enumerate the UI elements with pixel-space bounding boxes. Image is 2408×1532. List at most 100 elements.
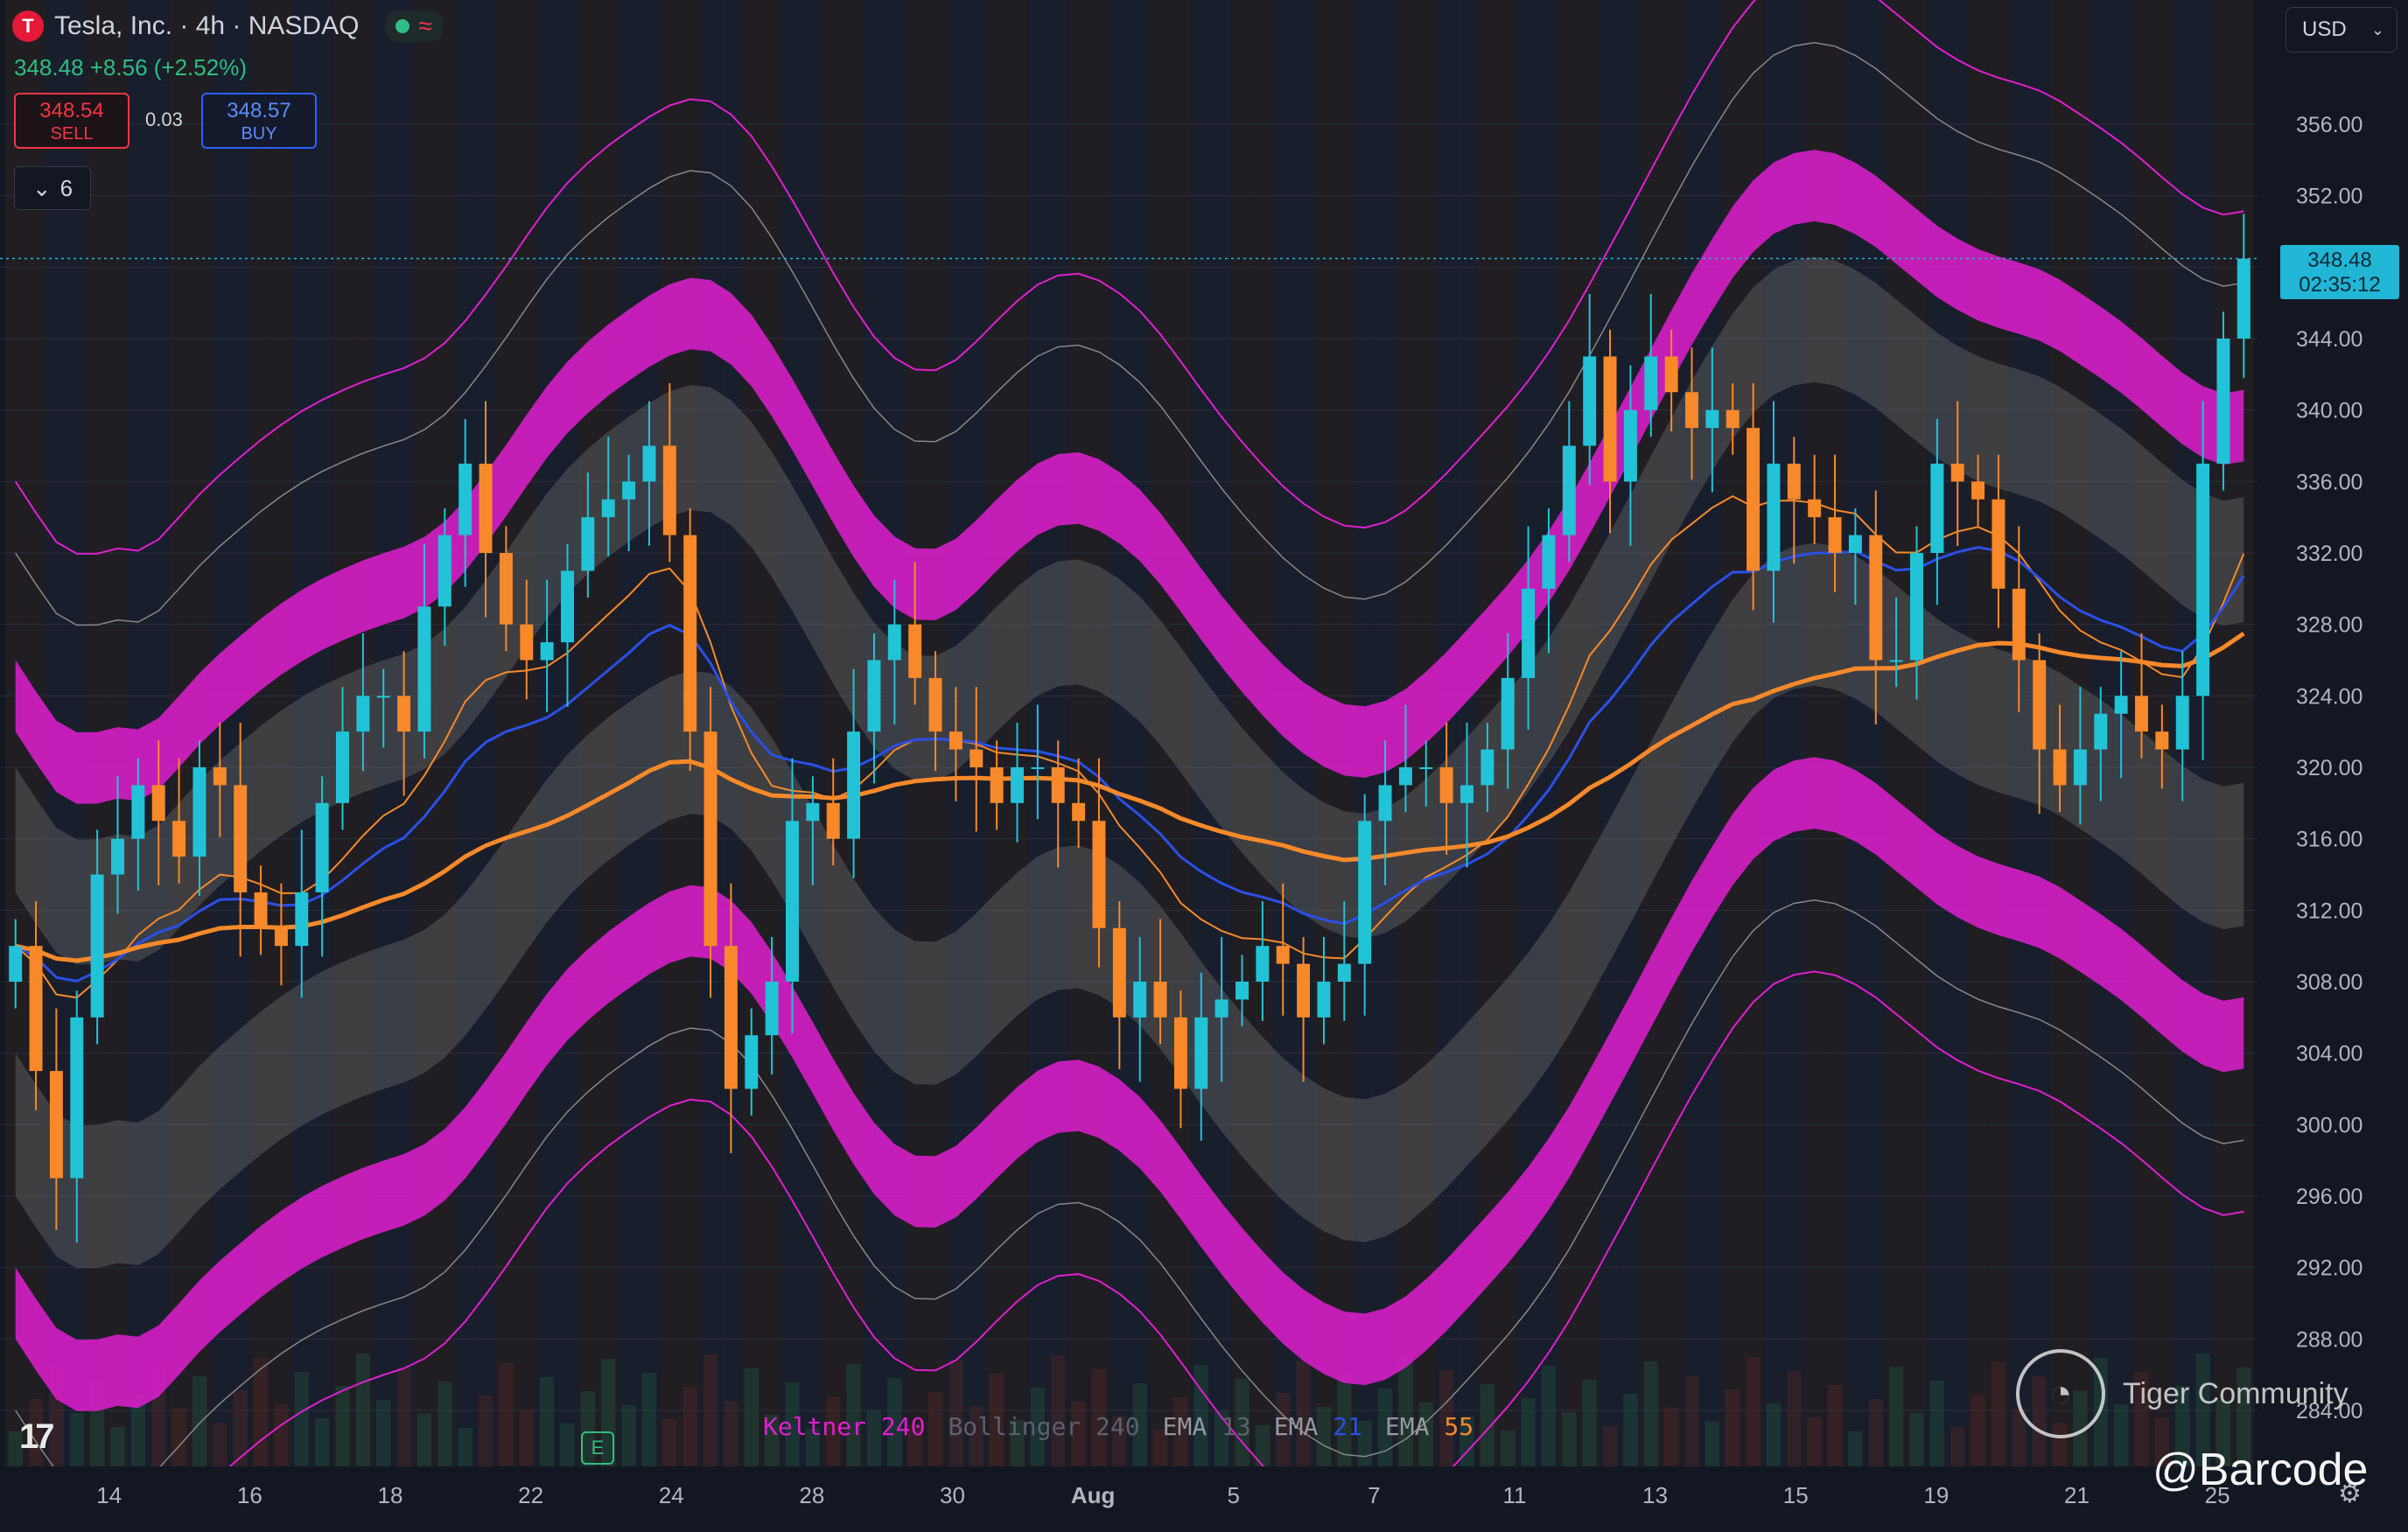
indicators-collapse-button[interactable]: ⌄ 6: [14, 166, 91, 210]
price-tick-label: 316.00: [2296, 828, 2362, 852]
session-column: [1620, 0, 1642, 1466]
volume-bar: [724, 1401, 738, 1466]
sell-label: SELL: [50, 124, 94, 143]
buy-button[interactable]: 348.57 BUY: [201, 93, 317, 149]
market-status[interactable]: ≈: [385, 10, 443, 42]
price-tick-label: 356.00: [2296, 113, 2362, 137]
volume-bar: [1909, 1413, 1924, 1466]
volume-bar: [253, 1358, 269, 1466]
price-tick-label: 332.00: [2296, 542, 2362, 566]
price-tick-label: 300.00: [2296, 1113, 2362, 1137]
time-tick-label: 5: [1228, 1482, 1240, 1508]
time-tick-label: 14: [96, 1482, 122, 1508]
volume-bar: [1460, 1417, 1474, 1466]
legend-ema55[interactable]: EMA 55: [1384, 1412, 1474, 1441]
session-column: [1763, 0, 1784, 1466]
candle-body: [1378, 785, 1392, 822]
volume-bar: [1501, 1431, 1516, 1466]
candle-body: [1051, 767, 1065, 803]
market-open-icon: [396, 19, 410, 33]
candle-body: [1869, 535, 1883, 661]
legend-ema21[interactable]: EMA 21: [1273, 1412, 1362, 1441]
time-tick-label: 18: [378, 1482, 403, 1508]
volume-bar: [1602, 1426, 1618, 1466]
symbol-header[interactable]: T Tesla, Inc. · 4h · NASDAQ ≈: [12, 10, 443, 42]
signal-wave-icon: ≈: [418, 12, 432, 39]
volume-bar: [233, 1390, 248, 1466]
currency-select[interactable]: USD ⌄: [2286, 7, 2398, 52]
volume-bar: [948, 1360, 963, 1466]
candle-body: [970, 749, 984, 767]
earnings-icon[interactable]: E: [581, 1431, 614, 1465]
candle-body: [1542, 535, 1556, 589]
volume-bar: [1643, 1361, 1658, 1466]
volume-bar: [335, 1386, 350, 1466]
candle-body: [745, 1035, 759, 1089]
candle-body: [151, 785, 165, 822]
candle-body: [1910, 553, 1923, 661]
candle-body: [1787, 463, 1801, 500]
candle-body: [438, 535, 452, 607]
volume-bar: [580, 1391, 596, 1466]
author-handle: @Barcode: [2152, 1445, 2369, 1495]
volume-bar: [1726, 1389, 1740, 1466]
candle-body: [1112, 927, 1126, 1018]
candle-body: [1767, 463, 1781, 571]
volume-bar: [1051, 1355, 1066, 1466]
candle-body: [1705, 409, 1719, 429]
session-column: [1109, 0, 1130, 1466]
candle-body: [642, 445, 656, 482]
volume-bar: [1480, 1384, 1495, 1466]
candle-body: [704, 731, 718, 947]
candle-body: [1664, 356, 1678, 393]
legend-keltner[interactable]: Keltner 240: [763, 1412, 926, 1441]
candle-body: [1685, 392, 1698, 429]
volume-bar: [1112, 1416, 1127, 1466]
candle-body: [192, 767, 206, 857]
session-column: [291, 0, 312, 1466]
time-tick-label: 15: [1783, 1482, 1809, 1508]
candle-body: [2073, 749, 2087, 786]
candle-body: [336, 731, 349, 803]
session-column: [1252, 0, 1273, 1466]
session-column: [1211, 0, 1232, 1466]
candle-body: [1992, 499, 2006, 589]
indicator-legend[interactable]: Keltner 240 Bollinger 240 EMA 13 EMA 21 …: [763, 1412, 1496, 1441]
tradingview-logo-icon[interactable]: 17: [19, 1417, 54, 1456]
sell-button[interactable]: 348.54 SELL: [14, 93, 130, 149]
volume-bar: [1030, 1388, 1046, 1466]
volume-bar: [69, 1413, 84, 1466]
session-column: [250, 0, 271, 1466]
candle-body: [1173, 1017, 1187, 1089]
chevron-down-icon: ⌄: [2370, 20, 2384, 38]
candle-body: [111, 838, 124, 875]
candle-body: [9, 946, 23, 982]
candle-body: [131, 785, 145, 839]
candle-body: [397, 696, 411, 732]
session-column: [1538, 0, 1559, 1466]
gear-icon[interactable]: ⚙: [2338, 1480, 2362, 1508]
candle-body: [847, 731, 861, 839]
session-column: [312, 0, 332, 1466]
candle-body: [376, 696, 390, 698]
keltner-bollinger-bands: [14, 0, 2244, 1532]
candle-body: [662, 445, 676, 535]
volume-bar: [1296, 1361, 1311, 1466]
legend-ema13[interactable]: EMA 13: [1162, 1412, 1251, 1441]
volume-bar: [1684, 1375, 1699, 1466]
volume-bar: [539, 1377, 555, 1466]
candle-body: [1522, 588, 1536, 678]
candle-body: [1930, 463, 1944, 553]
session-column: [1191, 0, 1212, 1466]
candle-body: [1297, 963, 1311, 1018]
candle-body: [2053, 749, 2067, 786]
volume-bar: [2134, 1372, 2149, 1466]
volume-bar: [274, 1404, 289, 1466]
volume-bar: [1827, 1385, 1843, 1466]
volume-bar: [744, 1368, 759, 1466]
legend-bollinger[interactable]: Bollinger 240: [948, 1412, 1140, 1441]
volume-bar: [1950, 1427, 1965, 1466]
candle-body: [172, 821, 186, 857]
